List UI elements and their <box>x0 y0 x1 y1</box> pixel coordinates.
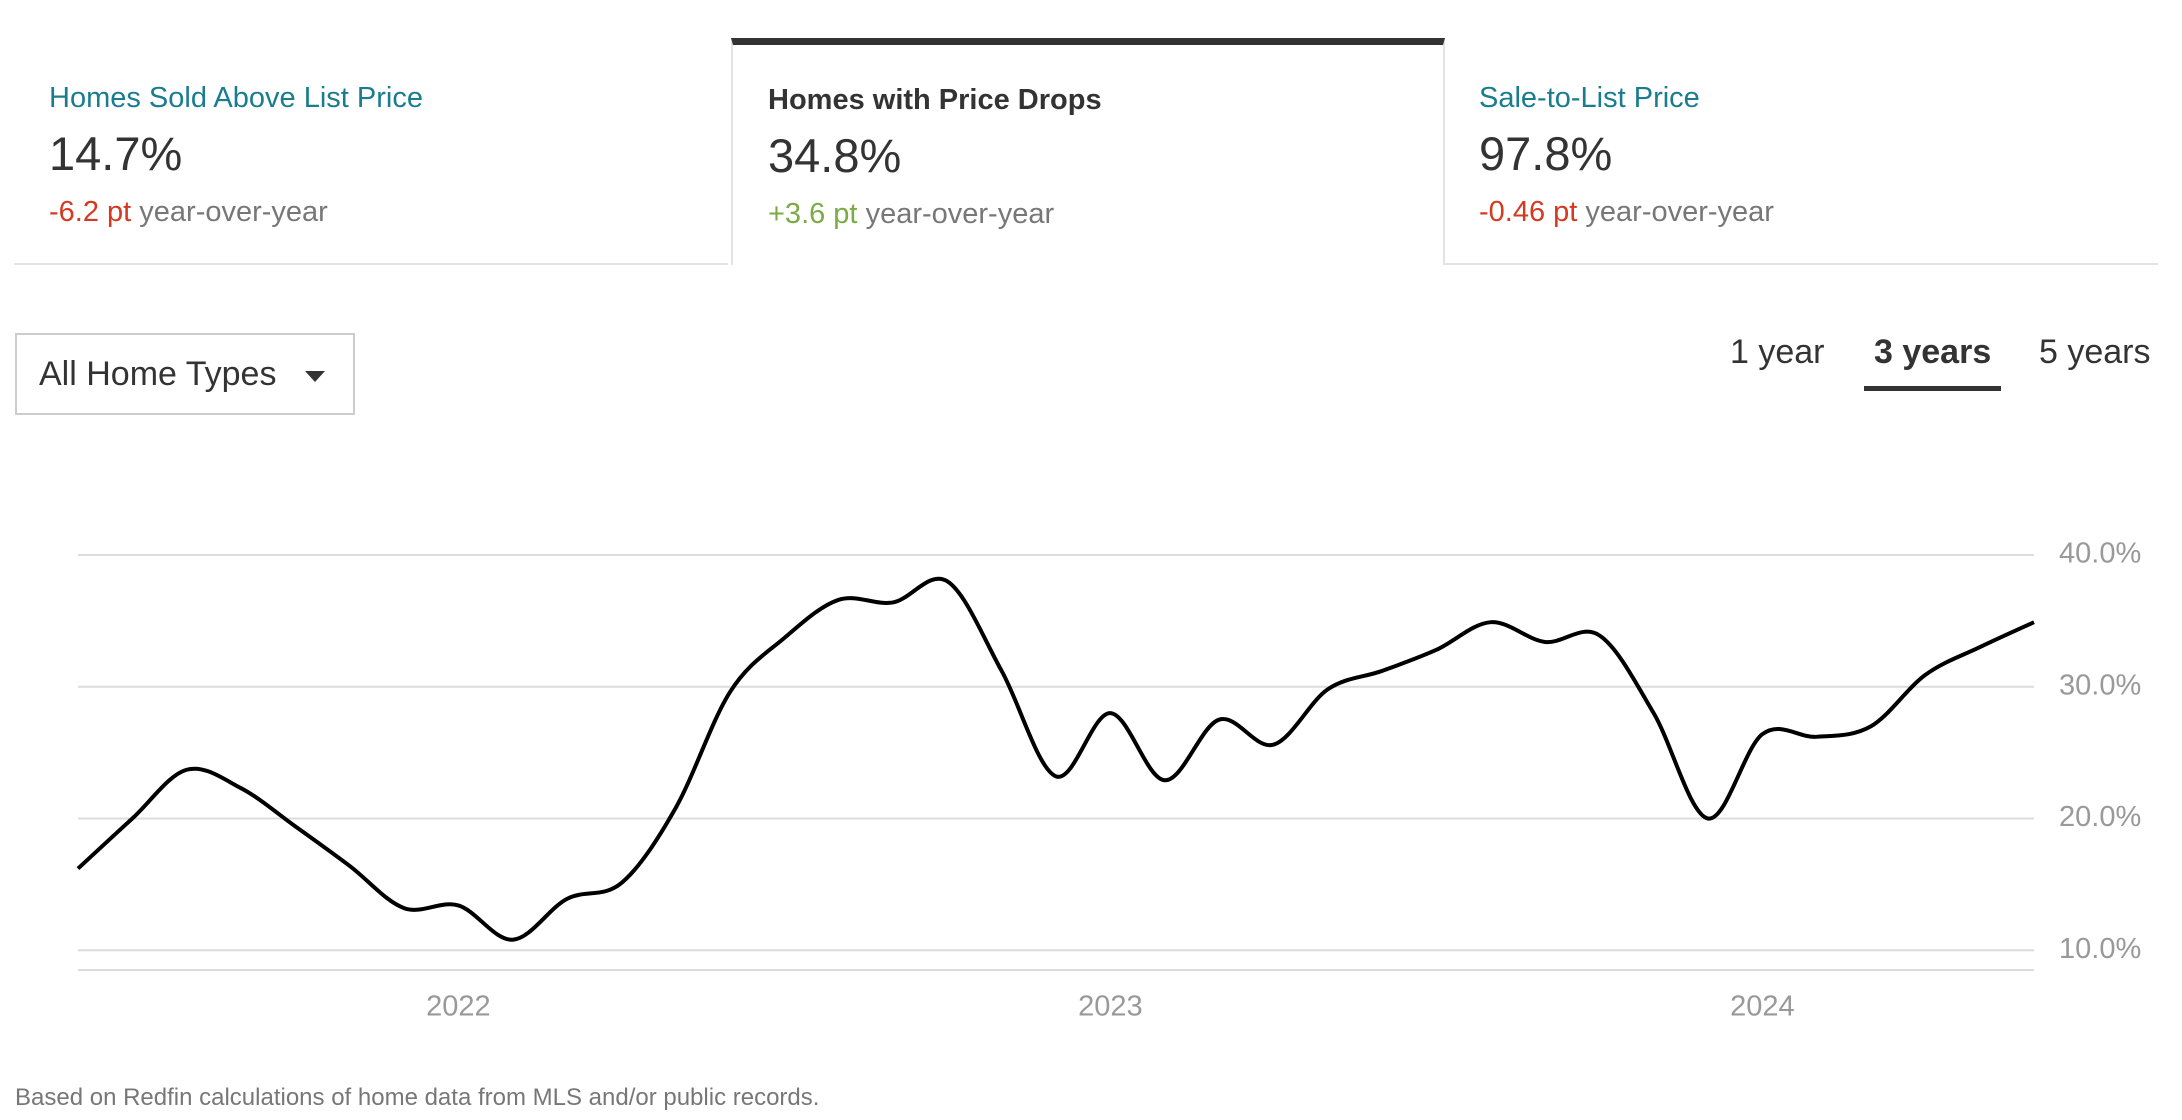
change-label: year-over-year <box>865 198 1055 230</box>
metric-title: Homes with Price Drops <box>768 84 1102 116</box>
metric-title: Homes Sold Above List Price <box>49 82 423 114</box>
metric-tab[interactable]: Homes with Price Drops 34.8% +3.6 pt year-… <box>731 38 1445 265</box>
x-tick-label: 2024 <box>1730 991 1795 1023</box>
change-amount: +3.6 pt <box>768 198 858 230</box>
change-amount: -0.46 pt <box>1479 196 1578 228</box>
change-amount: -6.2 pt <box>49 196 132 228</box>
line-series <box>76 576 2035 942</box>
metric-tab[interactable]: Sale-to-List Price 97.8% -0.46 pt year-ove… <box>1444 38 2158 265</box>
x-tick-label: 2023 <box>1078 991 1143 1023</box>
range-tab[interactable]: 1 year <box>1730 333 1825 371</box>
metric-change: -6.2 pt year-over-year <box>49 196 328 229</box>
home-type-dropdown[interactable]: All Home Types <box>15 333 355 415</box>
metric-change: +3.6 pt year-over-year <box>768 198 1054 231</box>
metric-value: 97.8% <box>1479 127 1613 180</box>
metric-value: 34.8% <box>768 129 902 182</box>
footnote: Based on Redfin calculations of home dat… <box>15 1084 820 1111</box>
x-tick-label: 2022 <box>426 991 491 1023</box>
range-tab[interactable]: 3 years <box>1864 333 2002 391</box>
metric-value: 14.7% <box>49 127 183 180</box>
change-label: year-over-year <box>139 196 328 228</box>
y-tick-label: 40.0% <box>2059 538 2141 570</box>
range-tab[interactable]: 5 years <box>2039 333 2151 371</box>
dropdown-caret <box>305 371 325 382</box>
change-label: year-over-year <box>1585 196 1774 228</box>
metric-change: -0.46 pt year-over-year <box>1479 196 1774 229</box>
dropdown-label: All Home Types <box>39 355 277 393</box>
y-tick-label: 20.0% <box>2059 801 2141 833</box>
y-tick-label: 30.0% <box>2059 669 2141 701</box>
y-tick-label: 10.0% <box>2059 933 2141 965</box>
metric-tab[interactable]: Homes Sold Above List Price 14.7% -6.2 pt … <box>14 38 728 265</box>
chart: 10.0% 20.0% 30.0% 40.0% 2022 2023 2024 <box>76 538 2141 1023</box>
metric-title: Sale-to-List Price <box>1479 82 1700 114</box>
